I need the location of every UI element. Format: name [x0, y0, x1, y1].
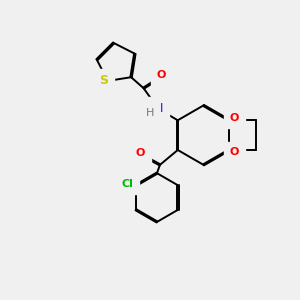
Text: O: O	[230, 147, 239, 158]
Text: Cl: Cl	[122, 179, 134, 189]
Text: H: H	[146, 108, 154, 118]
Text: O: O	[230, 113, 239, 123]
Text: S: S	[100, 74, 109, 87]
Text: O: O	[136, 148, 145, 158]
Text: O: O	[157, 70, 166, 80]
Text: N: N	[153, 103, 164, 116]
